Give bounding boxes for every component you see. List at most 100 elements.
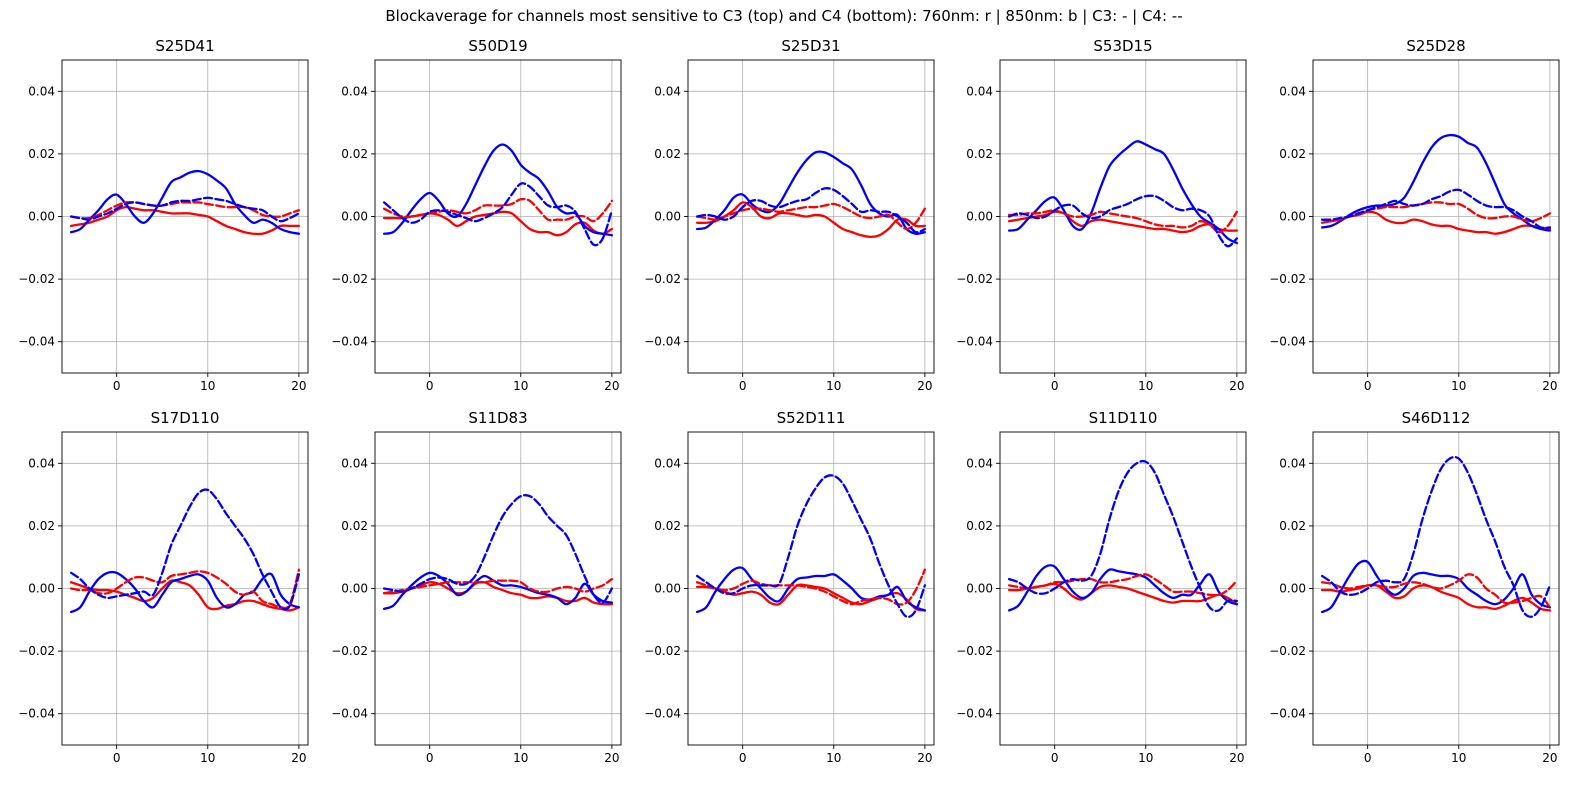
series-line-760nm-c4 xyxy=(1007,209,1239,234)
y-tick-label: 0.02 xyxy=(966,519,993,533)
x-tick-label: 10 xyxy=(1138,379,1153,393)
series-line-760nm-c4 xyxy=(695,202,927,231)
panel-S46D112: S46D112 0 10 20 −0.04 −0.02 0.00 0.02 0.04 xyxy=(1269,409,1560,765)
x-tick-label: 20 xyxy=(1229,751,1244,765)
y-tick-label: 0.00 xyxy=(966,582,993,596)
series-group xyxy=(382,143,614,247)
panel-title: S17D110 xyxy=(151,409,220,427)
y-tick-label: 0.04 xyxy=(1279,84,1306,98)
series-line-850nm-c4 xyxy=(695,474,927,619)
panel-S25D28: S25D28 0 10 20 −0.04 −0.02 0.00 0.02 0.04 xyxy=(1269,37,1560,393)
series-line-850nm-c3 xyxy=(695,150,927,235)
figure-title: Blockaverage for channels most sensitive… xyxy=(385,7,1182,25)
y-tick-label: 0.04 xyxy=(654,456,681,470)
panel-S25D41: S25D41 0 10 20 −0.04 −0.02 0.00 0.02 0.04 xyxy=(18,37,309,393)
panel-S50D19: S50D19 0 10 20 −0.04 −0.02 0.00 0.02 0.04 xyxy=(331,37,622,393)
series-line-760nm-c3 xyxy=(1320,210,1552,235)
y-tick-label: −0.02 xyxy=(956,644,993,658)
series-line-760nm-c4 xyxy=(382,197,614,223)
panel-title: S25D31 xyxy=(781,37,840,55)
series-line-760nm-c4 xyxy=(382,577,614,595)
series-group xyxy=(1320,133,1552,235)
x-tick-label: 10 xyxy=(200,751,215,765)
series-line-850nm-c3 xyxy=(695,566,927,614)
x-tick-label: 0 xyxy=(1364,379,1372,393)
y-tick-label: 0.02 xyxy=(654,147,681,161)
y-tick-label: −0.02 xyxy=(1269,644,1306,658)
series-line-850nm-c4 xyxy=(69,196,301,223)
x-tick-label: 0 xyxy=(739,751,747,765)
y-tick-label: −0.02 xyxy=(644,644,681,658)
x-tick-label: 10 xyxy=(513,379,528,393)
y-tick-label: 0.02 xyxy=(341,519,368,533)
x-tick-label: 20 xyxy=(291,379,306,393)
y-tick-label: 0.04 xyxy=(654,84,681,98)
panel-title: S11D83 xyxy=(468,409,527,427)
panel-S25D31: S25D31 0 10 20 −0.04 −0.02 0.00 0.02 0.04 xyxy=(644,37,935,393)
x-tick-label: 20 xyxy=(1229,379,1244,393)
y-tick-label: 0.00 xyxy=(654,582,681,596)
y-tick-label: 0.00 xyxy=(341,582,368,596)
y-tick-label: 0.00 xyxy=(28,210,55,224)
y-tick-label: −0.04 xyxy=(331,707,368,721)
y-tick-label: −0.04 xyxy=(956,335,993,349)
series-group xyxy=(1007,140,1239,248)
y-tick-label: 0.02 xyxy=(1279,519,1306,533)
panel-S53D15: S53D15 0 10 20 −0.04 −0.02 0.00 0.02 0.04 xyxy=(956,37,1247,393)
series-line-760nm-c4 xyxy=(69,200,301,220)
y-tick-label: −0.04 xyxy=(1269,335,1306,349)
x-tick-label: 0 xyxy=(426,379,434,393)
y-tick-label: 0.00 xyxy=(341,210,368,224)
y-tick-label: 0.04 xyxy=(28,456,55,470)
x-tick-label: 20 xyxy=(604,751,619,765)
series-line-760nm-c4 xyxy=(1320,573,1552,609)
y-tick-label: −0.02 xyxy=(1269,272,1306,286)
x-tick-label: 10 xyxy=(826,379,841,393)
series-line-850nm-c4 xyxy=(382,182,614,247)
series-line-850nm-c3 xyxy=(1320,133,1552,232)
y-tick-label: 0.02 xyxy=(28,519,55,533)
y-tick-label: −0.04 xyxy=(1269,707,1306,721)
y-tick-label: −0.02 xyxy=(331,272,368,286)
y-tick-label: −0.04 xyxy=(644,707,681,721)
panel-S11D83: S11D83 0 10 20 −0.04 −0.02 0.00 0.02 0.04 xyxy=(331,409,622,765)
y-tick-label: −0.02 xyxy=(331,644,368,658)
panel-title: S52D111 xyxy=(777,409,846,427)
x-tick-label: 10 xyxy=(1138,751,1153,765)
x-tick-label: 0 xyxy=(113,379,121,393)
series-line-850nm-c4 xyxy=(69,488,301,611)
panel-title: S53D15 xyxy=(1093,37,1152,55)
y-tick-label: −0.02 xyxy=(644,272,681,286)
series-group xyxy=(69,169,301,236)
x-tick-label: 10 xyxy=(200,379,215,393)
series-group xyxy=(382,494,614,610)
y-tick-label: 0.02 xyxy=(1279,147,1306,161)
x-tick-label: 10 xyxy=(1451,751,1466,765)
y-tick-label: 0.04 xyxy=(966,84,993,98)
y-tick-label: −0.04 xyxy=(331,335,368,349)
x-tick-label: 20 xyxy=(291,751,306,765)
series-group xyxy=(1007,459,1239,613)
panel-grid: S25D41 0 10 20 −0.04 −0.02 0.00 0.02 0.04 S50D19 0… xyxy=(18,37,1560,765)
x-tick-label: 0 xyxy=(1051,751,1059,765)
series-line-760nm-c3 xyxy=(382,580,614,606)
x-tick-label: 10 xyxy=(1451,379,1466,393)
series-line-850nm-c3 xyxy=(1320,559,1552,614)
panel-S11D110: S11D110 0 10 20 −0.04 −0.02 0.00 0.02 0.04 xyxy=(956,409,1247,765)
y-tick-label: 0.02 xyxy=(654,519,681,533)
panel-title: S11D110 xyxy=(1089,409,1158,427)
x-tick-label: 10 xyxy=(513,751,528,765)
y-tick-label: 0.00 xyxy=(966,210,993,224)
series-line-850nm-c4 xyxy=(382,494,614,604)
series-line-850nm-c3 xyxy=(382,143,614,237)
y-tick-label: 0.00 xyxy=(654,210,681,224)
series-line-850nm-c4 xyxy=(1320,188,1552,230)
x-tick-label: 0 xyxy=(113,751,121,765)
y-tick-label: −0.04 xyxy=(644,335,681,349)
x-tick-label: 0 xyxy=(739,379,747,393)
y-tick-label: −0.02 xyxy=(18,644,55,658)
y-tick-label: −0.04 xyxy=(18,707,55,721)
y-tick-label: −0.02 xyxy=(18,272,55,286)
